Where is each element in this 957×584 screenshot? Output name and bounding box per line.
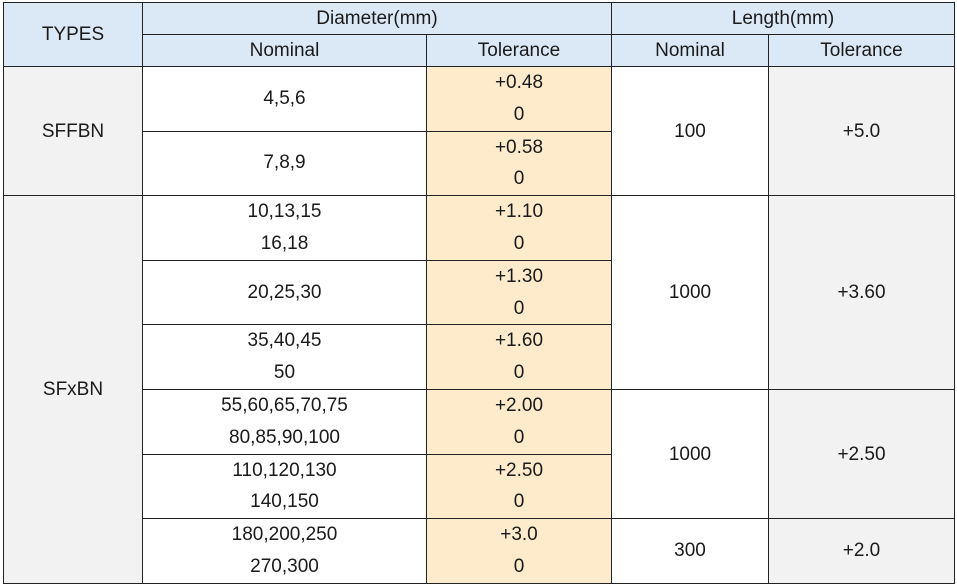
- length-tolerance-cell: +2.0: [768, 518, 955, 584]
- length-nominal-cell: 1000: [611, 388, 769, 520]
- nominal-value: 35,40,45: [247, 330, 322, 352]
- header-length-nominal: Nominal: [611, 34, 769, 67]
- diameter-tolerance-cell: +1.60 0: [426, 324, 612, 390]
- table-row: 20,25,30 +1.30 0: [4, 259, 955, 326]
- table-row: 180,200,250 270,300 +3.0 0 300 +2.0: [4, 518, 955, 584]
- tolerance-lower: 0: [513, 491, 525, 513]
- tolerance-upper: +1.30: [494, 265, 544, 287]
- dimension-tolerance-table: TYPES Diameter(mm) Length(mm) Nominal To…: [3, 2, 955, 584]
- diameter-nominal-cell: 110,120,130 140,150: [142, 453, 427, 520]
- length-tolerance-cell: +2.50: [768, 388, 955, 520]
- length-tolerance-cell: +3.60: [768, 195, 955, 390]
- length-nominal-cell: 300: [611, 518, 769, 584]
- header-types: TYPES: [3, 2, 143, 67]
- table-row: SFFBN 4,5,6 +0.48 0 100 +5.0: [3, 65, 955, 197]
- length-nominal-cell: 1000: [611, 195, 769, 390]
- diameter-nominal-cell: 35,40,45 50: [142, 324, 427, 390]
- tolerance-upper: +3.0: [500, 524, 538, 546]
- tolerance-lower: 0: [513, 103, 525, 125]
- nominal-value: 10,13,15: [247, 201, 322, 223]
- tolerance-upper: +2.50: [494, 459, 544, 481]
- tolerance-lower: 0: [513, 168, 525, 190]
- header-diameter-tolerance: Tolerance: [426, 34, 612, 67]
- nominal-value: 16,18: [260, 232, 309, 254]
- diameter-nominal-cell: 10,13,15 16,18: [142, 195, 427, 261]
- header-length-tolerance: Tolerance: [768, 34, 955, 67]
- header-diameter-nominal: Nominal: [142, 34, 427, 67]
- tolerance-lower: 0: [513, 555, 525, 577]
- diameter-nominal-cell: 55,60,65,70,75 80,85,90,100: [142, 388, 427, 455]
- nominal-value: 80,85,90,100: [229, 426, 340, 448]
- tolerance-upper: +1.10: [494, 201, 544, 223]
- nominal-value: 140,150: [250, 491, 319, 513]
- diameter-tolerance-cell: +0.48 0: [426, 66, 612, 132]
- tolerance-lower: 0: [513, 362, 525, 384]
- nominal-value: 180,200,250: [231, 524, 338, 546]
- length-tolerance-cell: +5.0: [768, 65, 955, 197]
- tolerance-upper: +2.00: [494, 394, 544, 416]
- diameter-tolerance-cell: +2.50 0: [426, 453, 612, 520]
- diameter-nominal-cell: 20,25,30: [142, 259, 427, 326]
- tolerance-lower: 0: [513, 426, 525, 448]
- tolerance-upper: +0.48: [494, 72, 544, 93]
- nominal-value: 50: [273, 362, 296, 384]
- tolerance-upper: +1.60: [494, 330, 544, 352]
- diameter-tolerance-cell: +1.30 0: [426, 259, 612, 326]
- nominal-value: 55,60,65,70,75: [221, 394, 348, 416]
- nominal-value: 20,25,30: [247, 281, 322, 303]
- type-cell: SFFBN: [3, 65, 143, 197]
- header-length: Length(mm): [611, 2, 955, 35]
- tolerance-lower: 0: [513, 232, 525, 254]
- tolerance-upper: +0.58: [494, 136, 544, 158]
- spec-table-wrapper: TYPES Diameter(mm) Length(mm) Nominal To…: [3, 2, 955, 584]
- nominal-value: 270,300: [250, 555, 319, 577]
- diameter-tolerance-cell: +1.10 0: [426, 195, 612, 261]
- nominal-value: 4,5,6: [263, 87, 306, 109]
- tolerance-lower: 0: [513, 297, 525, 319]
- diameter-nominal-cell: 180,200,250 270,300: [142, 518, 427, 584]
- nominal-value: 110,120,130: [232, 459, 337, 481]
- length-nominal-cell: 100: [611, 65, 769, 197]
- nominal-value: 7,8,9: [263, 152, 306, 174]
- diameter-nominal-cell: 7,8,9: [142, 130, 427, 197]
- type-cell: SFxBN: [3, 195, 143, 584]
- diameter-tolerance-cell: +2.00 0: [426, 388, 612, 455]
- diameter-tolerance-cell: +3.0 0: [426, 518, 612, 584]
- table-row: SFxBN 10,13,15 16,18 +1.10 0 1000 +3.60: [3, 195, 955, 584]
- diameter-nominal-cell: 4,5,6: [142, 66, 427, 132]
- table-row: 35,40,45 50 +1.60 0: [4, 324, 955, 390]
- diameter-tolerance-cell: +0.58 0: [426, 130, 612, 197]
- table-row: 110,120,130 140,150 +2.50 0: [4, 453, 955, 520]
- table-row: 55,60,65,70,75 80,85,90,100 +2.00 0 1000 +…: [4, 388, 955, 520]
- table-row: 7,8,9 +0.58 0: [4, 130, 955, 197]
- header-diameter: Diameter(mm): [142, 2, 612, 35]
